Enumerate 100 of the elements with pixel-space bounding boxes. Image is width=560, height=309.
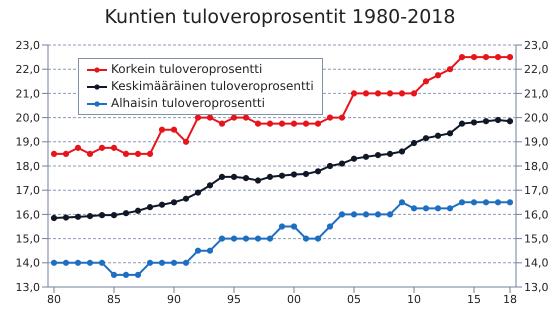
point [218,120,226,127]
y-tick-label: 18,0 [16,160,40,173]
point [194,248,202,254]
point [290,223,298,230]
point [74,214,82,220]
x-tick-label: 95 [227,292,241,306]
point [326,114,334,121]
point [410,205,418,212]
y2-tick-label: 18,0 [524,160,548,173]
point [458,199,466,206]
point [362,90,370,96]
point [362,154,370,160]
point [218,236,226,242]
point [62,150,70,157]
x-tick-label: 05 [347,292,361,306]
point [50,260,58,266]
legend-label: Alhaisin tuloveroprosentti [111,95,265,112]
point [374,152,382,158]
y2-tick-label: 23,0 [524,38,548,52]
point [206,114,214,121]
point [350,156,358,162]
point [242,175,250,182]
x-tick-label: 00 [287,292,301,306]
y-tick-label: 15,0 [16,232,40,246]
point [194,114,202,121]
point [134,150,142,157]
point [422,205,430,212]
point [50,214,58,222]
point [122,210,130,216]
point [182,260,190,266]
point [494,116,502,124]
y2-tick-label: 15,0 [524,232,548,246]
point [314,168,322,174]
y2-tick-label: 17,0 [524,184,548,198]
y-tick-label: 21,0 [16,87,40,100]
point [482,54,490,60]
y2-tick-label: 13,0 [524,280,548,294]
y-tick-label: 16,0 [16,208,40,222]
point [170,126,178,133]
point [506,199,514,206]
y2-tick-label: 19,0 [524,136,548,149]
point [98,144,106,151]
point [422,78,430,84]
point [302,236,310,242]
point [74,260,82,266]
point [158,202,166,208]
point [146,204,154,210]
point [290,171,298,178]
point [242,114,250,121]
point [170,260,178,266]
point [278,120,286,127]
point [86,150,94,157]
point [362,211,370,218]
point [398,148,406,155]
chart-title: Kuntien tuloveroprosentit 1980-2018 [104,6,456,28]
y-tick-label: 23,0 [16,38,40,52]
point [206,182,214,188]
point [314,236,322,242]
point [422,135,430,142]
point [374,211,382,218]
point [278,223,286,230]
point [278,172,286,179]
point [434,132,442,139]
point [482,118,490,124]
point [446,66,454,72]
y-tick-label: 22,0 [16,63,40,76]
point [230,114,238,121]
point [242,236,250,242]
point [74,144,82,151]
point [350,90,358,96]
point [146,260,154,266]
point [218,174,226,180]
point [506,54,514,60]
point [374,90,382,96]
point [326,223,334,230]
point [86,260,94,266]
point [194,190,202,196]
point [494,199,502,206]
point [446,205,454,212]
point [386,211,394,218]
point [254,177,262,184]
y-tick-label: 13,0 [16,280,40,294]
point [62,260,70,266]
point [158,126,166,133]
point [458,54,466,60]
point [338,211,346,218]
point [134,208,142,214]
point [506,118,514,124]
point [338,114,346,121]
x-tick-label: 18 [503,292,517,306]
point [350,211,358,218]
point [254,120,262,127]
point [470,54,478,60]
y2-tick-label: 14,0 [524,256,548,270]
point [206,248,214,254]
point [302,170,310,178]
point [290,120,298,127]
point [458,120,466,127]
point [122,150,130,157]
legend-label: Keskimääräinen tuloveroprosentti [111,78,314,95]
